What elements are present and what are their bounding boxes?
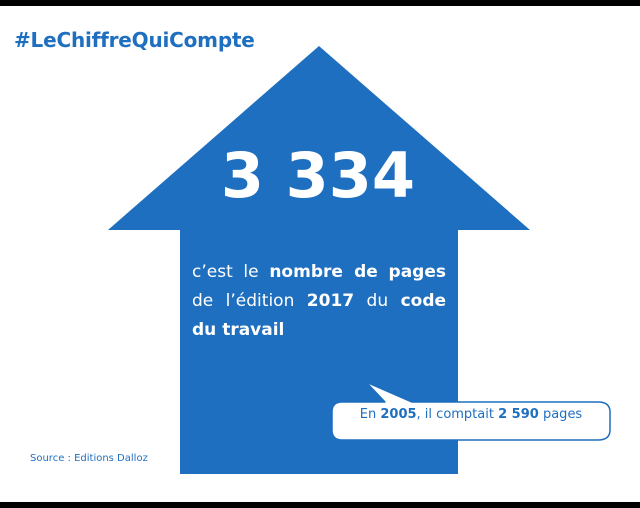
bubble-part: En [359, 407, 377, 422]
bubble-part: , il comptait [416, 407, 494, 422]
headline-number: 3 334 [220, 139, 416, 212]
speech-bubble-shape [331, 381, 611, 441]
up-arrow-icon [108, 46, 530, 474]
infographic-canvas: #LeChiffreQuiCompte 3 334 c’est le nombr… [0, 6, 640, 502]
bubble-count: 2 590 [498, 407, 539, 422]
hashtag-title: #LeChiffreQuiCompte [14, 28, 255, 52]
caption-emphasis: code du travail [192, 291, 447, 340]
bubble-part: pages [542, 407, 583, 422]
bubble-year: 2005 [380, 407, 417, 422]
up-arrow-shape [108, 46, 530, 474]
caption-part: c’est le [192, 262, 259, 282]
caption-emphasis: pages [388, 262, 446, 282]
source-note: Source : Editions Dalloz [30, 453, 148, 464]
caption-emphasis: nombre de [269, 262, 378, 282]
speech-bubble-icon [331, 381, 611, 441]
speech-bubble-text: En 2005, il comptait 2 590 pages [332, 404, 610, 426]
caption-text: c’est le nombre de pages de l’édition 20… [192, 258, 446, 345]
caption-year: 2017 [306, 291, 355, 311]
caption-part: de l’édition [192, 291, 295, 311]
caption-part: du [366, 291, 389, 311]
